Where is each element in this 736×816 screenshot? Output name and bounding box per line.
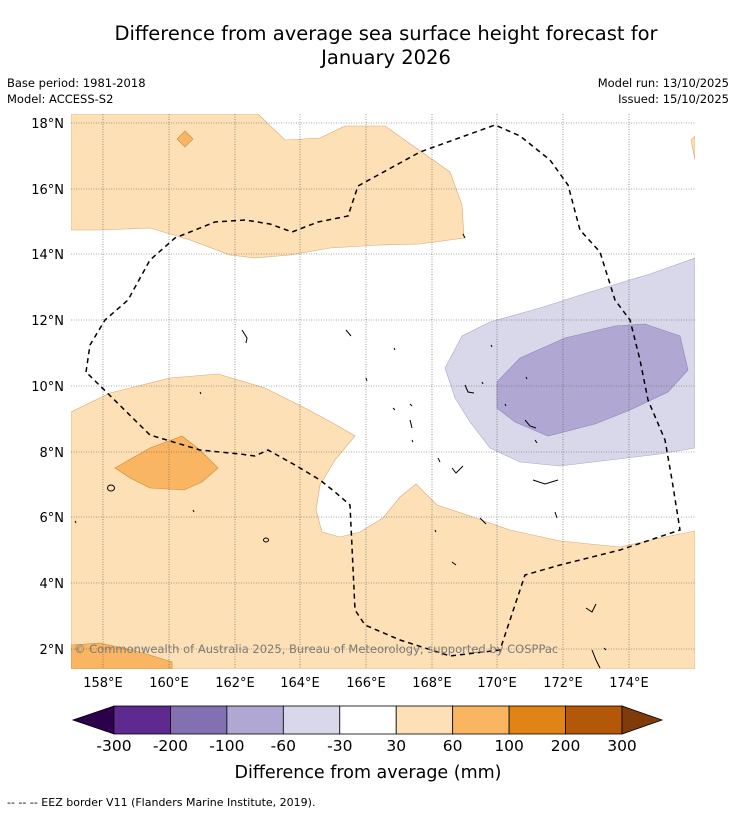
lon-label: 158°E (83, 676, 123, 691)
model-run-text: Model run: 13/10/2025 (597, 76, 729, 90)
chart-title: Difference from average sea surface heig… (40, 22, 732, 70)
anomaly-spot-60-100-north (176, 130, 194, 148)
colorbar-under-arrow (71, 705, 115, 735)
title-line-1: Difference from average sea surface heig… (114, 22, 658, 45)
lon-label: 164°E (280, 676, 320, 691)
meta-right: Model run: 13/10/2025 Issued: 15/10/2025 (598, 75, 729, 107)
map-area: © Commonwealth of Australia 2025, Bureau… (71, 114, 695, 669)
colorbar-segments (113, 705, 623, 735)
colorbar-segment (565, 705, 623, 735)
eez-border (85, 124, 681, 657)
base-period-text: Base period: 1981-2018 (7, 76, 146, 90)
lat-label: 6°N (40, 511, 65, 526)
meta-left: Base period: 1981-2018 Model: ACCESS-S2 (7, 75, 146, 107)
lat-label: 8°N (40, 446, 65, 461)
colorbar-tick-label: -30 (327, 737, 352, 755)
anomaly-region-30-60-ne-corner (690, 135, 695, 161)
colorbar-over-arrow (621, 705, 664, 735)
map-figure: © Commonwealth of Australia 2025, Bureau… (31, 114, 695, 783)
anomaly-region-60-100-sw (71, 642, 173, 669)
anomaly-region-neg60-neg100 (496, 323, 689, 437)
colorbar-segment (339, 705, 397, 735)
lat-label: 14°N (31, 248, 64, 263)
anomaly-region-60-100-west (114, 435, 219, 491)
islands (74, 233, 607, 669)
colorbar-tick-label: 300 (607, 737, 637, 755)
colorbar-segment (508, 705, 566, 735)
eez-footer-note: -- -- -- EEZ border V11 (Flanders Marine… (7, 796, 316, 809)
colorbar-tick-label: 100 (494, 737, 524, 755)
colorbar-tick-label: 200 (551, 737, 581, 755)
issued-text: Issued: 15/10/2025 (618, 92, 729, 106)
lon-label: 162°E (215, 676, 255, 691)
lat-label: 12°N (31, 314, 64, 329)
colorbar-segment (170, 705, 228, 735)
colorbar-tick-label: -200 (153, 737, 188, 755)
lat-label: 10°N (31, 380, 64, 395)
title-line-2: January 2026 (321, 46, 451, 69)
colorbar-label: Difference from average (mm) (234, 763, 501, 783)
lon-label: 174°E (609, 676, 649, 691)
colorbar-segment (282, 705, 341, 735)
colorbar: -300 -200 -100 -60 -30 30 60 100 200 300 Differen… (71, 705, 664, 783)
lon-label: 170°E (477, 676, 517, 691)
colorbar-tick-label: -300 (96, 737, 131, 755)
colorbar-tick-label: -60 (271, 737, 296, 755)
graticule (71, 114, 695, 669)
colorbar-tick-label: 60 (443, 737, 463, 755)
copyright-text: © Commonwealth of Australia 2025, Bureau… (74, 642, 558, 656)
colorbar-tick-label: 30 (386, 737, 406, 755)
colorbar-segment (395, 705, 454, 735)
colorbar-tick-label: -100 (209, 737, 244, 755)
colorbar-segment (113, 705, 171, 735)
lat-label: 4°N (40, 577, 65, 592)
lat-label: 16°N (31, 183, 64, 198)
lon-label: 172°E (543, 676, 583, 691)
colorbar-segment (452, 705, 510, 735)
lat-label: 18°N (31, 117, 64, 132)
model-text: Model: ACCESS-S2 (7, 92, 114, 106)
colorbar-ticks: -300 -200 -100 -60 -30 30 60 100 200 300 (96, 737, 636, 755)
lon-label: 160°E (149, 676, 189, 691)
colorbar-segment (226, 705, 284, 735)
lon-label: 168°E (412, 676, 452, 691)
lon-label: 166°E (346, 676, 386, 691)
lat-label: 2°N (40, 643, 65, 658)
latitude-labels: 18°N 16°N 14°N 12°N 10°N 8°N 6°N 4°N 2°N (31, 117, 64, 658)
longitude-labels: 158°E 160°E 162°E 164°E 166°E 168°E 170°… (83, 676, 649, 691)
